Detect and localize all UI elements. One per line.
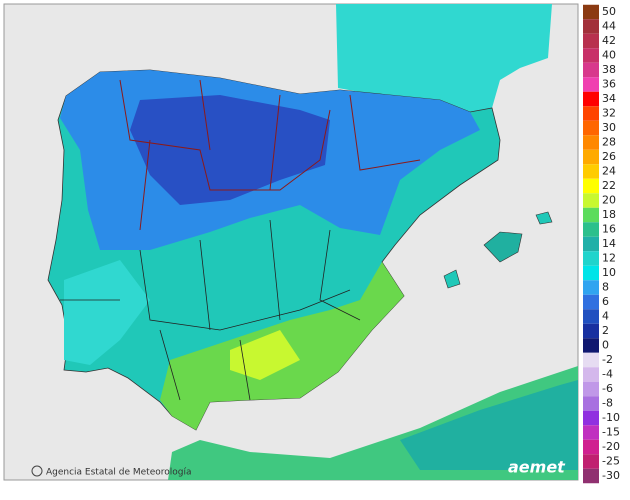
- legend-label: 44: [602, 20, 616, 33]
- legend-label: 10: [602, 266, 616, 279]
- legend-label: 42: [602, 34, 616, 47]
- legend-label: 18: [602, 208, 616, 221]
- legend-swatch: [583, 425, 599, 440]
- guadalquivir-warm: [230, 330, 300, 380]
- france: [336, 4, 552, 112]
- legend-label: 40: [602, 49, 616, 62]
- legend-swatch: [583, 294, 599, 310]
- province-borders-south: [60, 219, 361, 401]
- province-borders-north: [119, 79, 421, 231]
- legend-swatch: [583, 352, 599, 368]
- legend-swatch: [583, 454, 599, 469]
- legend: 5044424038363432302826242220181614121086…: [583, 4, 620, 484]
- legend-swatch: [583, 33, 599, 49]
- legend-label: 38: [602, 63, 616, 76]
- copyright-icon: [31, 465, 43, 477]
- legend-label: 22: [602, 179, 616, 192]
- legend-label: -6: [602, 382, 613, 395]
- legend-swatch: [583, 236, 599, 252]
- legend-label: 34: [602, 92, 616, 105]
- legend-swatch: [583, 19, 599, 34]
- legend-swatch: [583, 77, 599, 92]
- legend-swatch: [583, 149, 599, 165]
- legend-swatch: [583, 222, 599, 237]
- africa-inland: [400, 380, 578, 470]
- legend-label: 32: [602, 107, 616, 120]
- legend-swatch: [583, 193, 599, 208]
- legend-label: 20: [602, 194, 616, 207]
- legend-label: -4: [602, 368, 613, 381]
- legend-label: -10: [602, 411, 620, 424]
- legend-label: -8: [602, 397, 613, 410]
- legend-label: 24: [602, 165, 616, 178]
- northern-plateau: [130, 95, 330, 205]
- legend-swatch: [583, 106, 599, 121]
- legend-swatch: [583, 135, 599, 150]
- legend-swatch: [583, 120, 599, 136]
- legend-label: 8: [602, 281, 609, 294]
- legend-label: 36: [602, 78, 616, 91]
- legend-label: -25: [602, 455, 620, 468]
- legend-label: 50: [602, 5, 616, 18]
- legend-label: 6: [602, 295, 609, 308]
- legend-swatch: [583, 280, 599, 295]
- legend-swatch: [583, 265, 599, 281]
- legend-label: 16: [602, 223, 616, 236]
- legend-label: 2: [602, 324, 609, 337]
- legend-label: 30: [602, 121, 616, 134]
- menorca: [535, 211, 553, 225]
- attribution-text: Agencia Estatal de Meteorología: [46, 468, 192, 478]
- legend-label: -2: [602, 353, 613, 366]
- legend-swatch: [583, 381, 599, 397]
- legend-label: 0: [602, 339, 609, 352]
- legend-swatch: [583, 468, 599, 484]
- legend-swatch: [583, 338, 599, 353]
- legend-label: 28: [602, 136, 616, 149]
- legend-label: -15: [602, 426, 620, 439]
- legend-swatch: [583, 207, 599, 223]
- mallorca: [483, 231, 523, 263]
- legend-swatch: [583, 4, 599, 20]
- legend-swatch: [583, 178, 599, 194]
- legend-swatch: [583, 164, 599, 179]
- legend-swatch: [583, 396, 599, 411]
- legend-label: 26: [602, 150, 616, 163]
- legend-label: -30: [602, 469, 620, 482]
- legend-swatch: [583, 62, 599, 78]
- legend-swatch: [583, 323, 599, 339]
- portugal-coast: [64, 260, 150, 365]
- legend-swatch: [583, 410, 599, 426]
- legend-swatch: [583, 251, 599, 266]
- legend-swatch: [583, 439, 599, 455]
- legend-swatch: [583, 309, 599, 324]
- logo: aemet: [508, 458, 566, 477]
- legend-label: 4: [602, 310, 609, 323]
- attribution: Agencia Estatal de Meteorología: [31, 465, 192, 478]
- ibiza: [443, 269, 461, 289]
- legend-swatch: [583, 367, 599, 382]
- legend-swatch: [583, 91, 599, 107]
- legend-label: 12: [602, 252, 616, 265]
- legend-swatch: [583, 48, 599, 63]
- legend-label: -20: [602, 440, 620, 453]
- legend-label: 14: [602, 237, 616, 250]
